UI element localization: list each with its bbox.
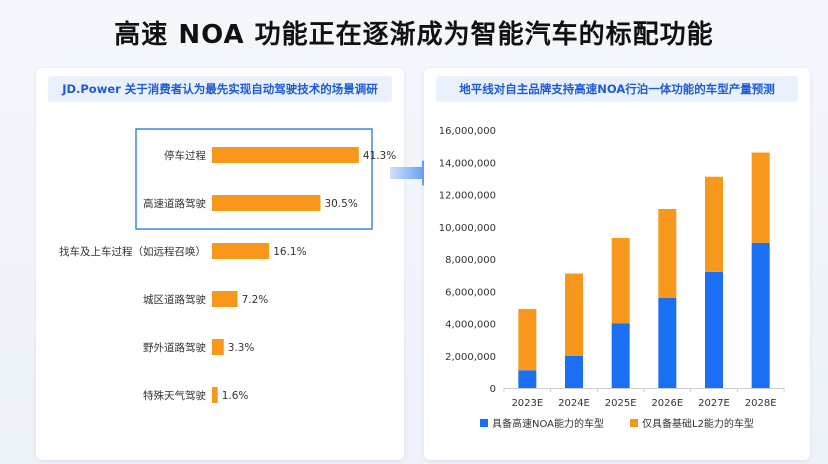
value-label: 3.3% <box>228 342 255 354</box>
bar <box>212 291 238 307</box>
y-tick-label: 0 <box>490 384 496 395</box>
y-tick-label: 16,000,000 <box>439 126 496 137</box>
forecast-panel: 地平线对自主品牌支持高速NOA行泊一体功能的车型产量预测 0 2,000,000 4… <box>424 68 810 460</box>
x-tick-label: 2024E <box>558 398 590 409</box>
bar <box>212 339 224 355</box>
x-tick-label: 2025E <box>605 398 637 409</box>
survey-panel: JD.Power 关于消费者认为最先实现自动驾驶技术的场景调研 停车过程 41.3… <box>36 68 404 460</box>
bar-segment <box>751 242 770 388</box>
legend-label: 仅具备基础L2能力的车型 <box>642 417 754 430</box>
legend-swatch <box>480 419 488 427</box>
x-tick-label: 2027E <box>698 398 730 409</box>
x-tick-label: 2026E <box>651 398 683 409</box>
category-label: 城区道路驾驶 <box>143 293 206 306</box>
bar <box>212 387 218 403</box>
value-label: 7.2% <box>242 294 269 306</box>
survey-bar-chart: 停车过程 41.3% 高速道路驾驶 30.5% 找车及上车过程（如远程召唤） 16.1% 城… <box>59 128 396 403</box>
category-label: 停车过程 <box>164 149 206 162</box>
y-tick-label: 2,000,000 <box>445 352 496 363</box>
forecast-chart-title: 地平线对自主品牌支持高速NOA行泊一体功能的车型产量预测 <box>436 76 798 102</box>
bar-segment <box>611 323 630 388</box>
category-label: 野外道路驾驶 <box>143 341 206 354</box>
y-tick-label: 6,000,000 <box>445 287 496 298</box>
bar-segment <box>565 273 583 356</box>
y-tick-label: 12,000,000 <box>439 191 496 202</box>
x-tick-label: 2028E <box>745 398 777 409</box>
value-label: 1.6% <box>222 390 249 402</box>
y-tick-label: 4,000,000 <box>445 320 496 331</box>
bar-segment <box>658 297 677 388</box>
legend-label: 具备高速NOA能力的车型 <box>492 417 604 430</box>
bar-segment <box>518 370 537 388</box>
category-label: 特殊天气驾驶 <box>143 389 206 402</box>
bar <box>212 243 270 259</box>
bar <box>212 147 359 163</box>
survey-chart-title: JD.Power 关于消费者认为最先实现自动驾驶技术的场景调研 <box>48 76 392 102</box>
bar-segment <box>565 355 583 388</box>
bar-segment <box>658 209 677 298</box>
value-label: 16.1% <box>273 246 306 258</box>
y-tick-label: 8,000,000 <box>445 255 496 266</box>
value-label: 30.5% <box>324 198 357 210</box>
y-tick-label: 14,000,000 <box>439 158 496 169</box>
bar-segment <box>518 308 537 371</box>
page-title: 高速 NOA 功能正在逐渐成为智能汽车的标配功能 <box>114 20 714 50</box>
bar-segment <box>705 176 723 272</box>
value-label: 41.3% <box>363 150 396 162</box>
legend-swatch <box>630 419 638 427</box>
bar <box>212 195 321 211</box>
category-label: 找车及上车过程（如远程召唤） <box>59 245 206 258</box>
x-tick-label: 2023E <box>511 398 543 409</box>
y-tick-label: 10,000,000 <box>439 223 496 234</box>
category-label: 高速道路驾驶 <box>143 197 206 210</box>
bar-segment <box>705 271 723 388</box>
highlight-box <box>135 128 373 230</box>
bar-segment <box>751 152 770 243</box>
bar-segment <box>611 238 630 324</box>
forecast-stacked-bar-chart: 0 2,000,000 4,000,000 6,000,000 8,000,000 10,… <box>439 126 785 430</box>
